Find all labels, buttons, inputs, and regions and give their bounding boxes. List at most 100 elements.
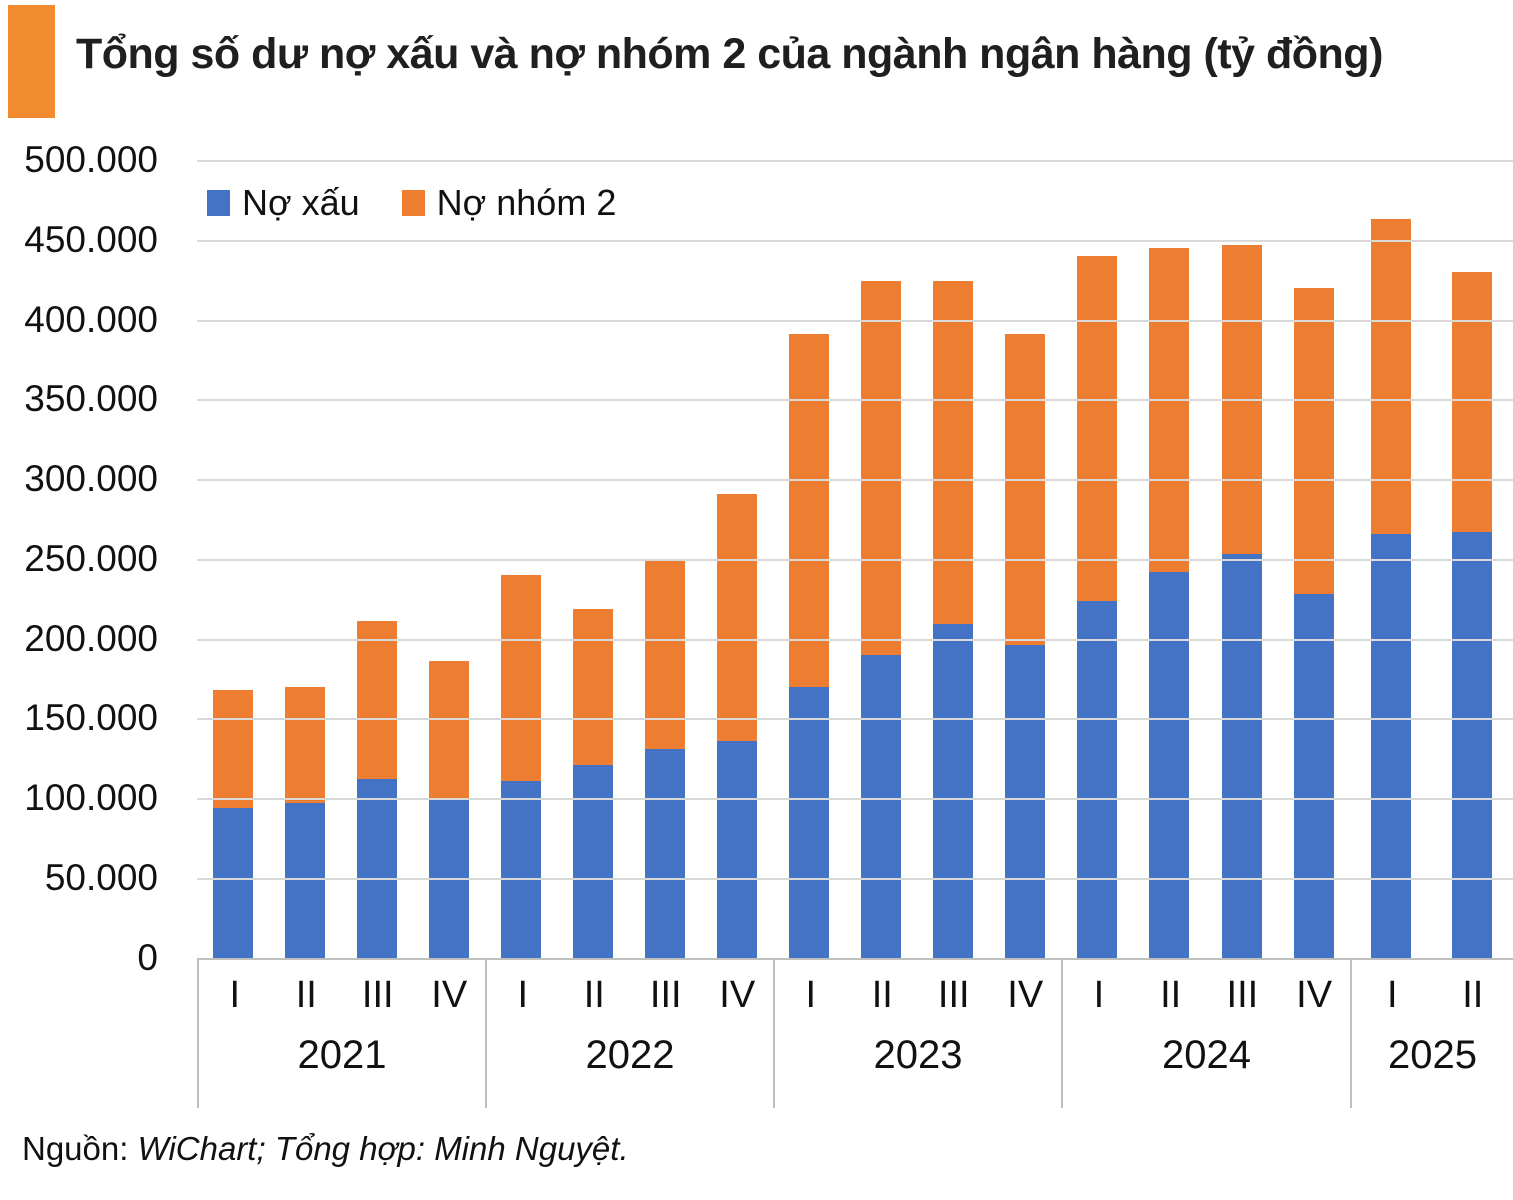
gridline (197, 877, 1513, 880)
quarter-label-2023-I: I (805, 974, 817, 1016)
chart-title: Tổng số dư nợ xấu và nợ nhóm 2 của ngành… (76, 30, 1383, 78)
year-label-2024: 2024 (1162, 1033, 1251, 1077)
bar-group-2024 (1061, 160, 1350, 958)
bar-segment-no-nhom-2-2022-I (501, 574, 541, 781)
bar-segment-no-xau-2022-III (645, 748, 685, 958)
bar-2022-I (501, 574, 541, 958)
quarter-label-2021-III: III (361, 974, 394, 1016)
y-tick-label: 400.000 (24, 298, 158, 340)
quarter-label-row: I II (1352, 974, 1513, 1017)
bars-row (197, 160, 1513, 958)
bar-segment-no-nhom-2-2021-II (285, 686, 325, 804)
bar-segment-no-nhom-2-2025-I (1370, 219, 1411, 534)
title-accent-bar (8, 5, 55, 118)
legend-swatch (207, 190, 230, 216)
bar-segment-no-xau-2021-III (357, 779, 397, 958)
quarter-label-2024-I: I (1093, 974, 1105, 1016)
plot-area: Nợ xấu Nợ nhóm 2 (197, 160, 1513, 958)
legend: Nợ xấu Nợ nhóm 2 (207, 182, 616, 224)
y-tick-label: 100.000 (24, 777, 158, 818)
bar-segment-no-nhom-2-2022-III (645, 559, 685, 749)
quarter-label-2022-II: II (583, 974, 605, 1016)
x-axis-group-2025: I II 2025 (1350, 960, 1513, 1108)
bar-2024-II (1149, 247, 1190, 958)
bar-segment-no-xau-2023-I (789, 686, 829, 958)
y-tick-label: 300.000 (24, 458, 158, 499)
quarter-label-2022-III: III (649, 974, 682, 1016)
source-line: Nguồn: WiChart; Tổng hợp: Minh Nguyệt. (22, 1130, 629, 1168)
bar-segment-no-xau-2022-I (501, 780, 541, 958)
x-axis-group-2023: I II III IV 2023 (773, 960, 1061, 1108)
year-label-2025: 2025 (1388, 1033, 1477, 1077)
year-label-2021: 2021 (297, 1033, 387, 1077)
quarter-label-2025-I: I (1386, 974, 1398, 1016)
bar-2024-IV (1293, 287, 1334, 958)
source-prefix: Nguồn: (22, 1130, 138, 1167)
legend-item: Nợ nhóm 2 (401, 182, 617, 224)
bar-segment-no-xau-2025-II (1452, 531, 1493, 958)
bar-2023-IV (1005, 334, 1045, 958)
bar-segment-no-xau-2023-III (933, 624, 973, 958)
y-tick-label: 0 (137, 936, 158, 978)
bar-segment-no-xau-2025-I (1370, 533, 1411, 958)
bar-segment-no-xau-2024-I (1077, 600, 1118, 958)
quarter-label-2023-IV: IV (1007, 974, 1044, 1016)
y-axis: 500.000 450.000 400.000 350.000 300.000 250.0… (0, 139, 160, 978)
quarter-label-2023-III: III (937, 974, 970, 1016)
year-label-2022: 2022 (585, 1033, 675, 1077)
bar-segment-no-nhom-2-2024-I (1077, 255, 1118, 601)
source-detail: WiChart; Tổng hợp: Minh Nguyệt. (137, 1130, 629, 1167)
bar-segment-no-nhom-2-2022-II (573, 608, 613, 765)
quarter-label-2023-II: II (871, 974, 893, 1016)
legend-label: Nợ nhóm 2 (436, 182, 617, 223)
gridline (197, 718, 1513, 721)
y-tick-label: 250.000 (24, 537, 158, 579)
bar-segment-no-xau-2021-I (213, 808, 253, 958)
quarter-label-row: I II III IV (1063, 974, 1350, 1017)
gridline (197, 479, 1513, 481)
bar-segment-no-xau-2022-IV (717, 740, 757, 958)
quarter-label-2021-I: I (229, 974, 241, 1016)
bar-segment-no-nhom-2-2022-IV (717, 493, 757, 741)
x-axis-group-2022: I II III IV 2022 (485, 960, 773, 1108)
bar-2023-III (933, 281, 973, 958)
y-tick-label: 50.000 (44, 856, 158, 898)
legend-label: Nợ xấu (242, 182, 360, 223)
bar-segment-no-xau-2021-II (285, 803, 325, 958)
bar-segment-no-xau-2023-IV (1005, 645, 1045, 958)
bar-segment-no-nhom-2-2024-IV (1293, 287, 1334, 595)
bar-2021-II (285, 686, 325, 958)
gridline (197, 798, 1513, 800)
bar-segment-no-nhom-2-2023-III (933, 281, 973, 625)
gridline (197, 638, 1513, 641)
quarter-label-2024-III: III (1226, 974, 1259, 1016)
bar-2024-I (1077, 255, 1118, 958)
y-tick-label: 350.000 (24, 378, 158, 420)
year-label-2023: 2023 (873, 1033, 963, 1077)
gridline (197, 160, 1513, 162)
bar-2025-II (1452, 271, 1493, 958)
quarter-label-2022-I: I (517, 974, 529, 1016)
x-axis-group-2024: I II III IV 2024 (1061, 960, 1350, 1108)
bar-2023-I (789, 334, 829, 958)
bar-segment-no-xau-2022-II (573, 764, 613, 958)
quarter-label-2025-II: II (1462, 974, 1484, 1016)
bar-segment-no-nhom-2-2023-IV (1005, 334, 1045, 646)
bar-segment-no-xau-2024-II (1149, 571, 1190, 958)
quarter-label-2024-II: II (1160, 974, 1182, 1016)
bar-2022-II (573, 608, 613, 958)
quarter-label-2021-IV: IV (431, 974, 468, 1016)
bar-2021-IV (429, 661, 469, 958)
bar-segment-no-nhom-2-2025-II (1452, 271, 1493, 532)
quarter-label-2021-II: II (295, 974, 317, 1016)
bar-group-2023 (773, 160, 1061, 958)
bar-2023-II (861, 281, 901, 958)
bar-2024-III (1221, 244, 1262, 958)
gridline (197, 399, 1513, 402)
bar-segment-no-nhom-2-2024-II (1149, 247, 1190, 572)
quarter-label-row: I II III IV (487, 974, 773, 1017)
bar-2021-I (213, 689, 253, 958)
gridline (197, 319, 1513, 322)
bar-segment-no-nhom-2-2023-II (861, 281, 901, 655)
